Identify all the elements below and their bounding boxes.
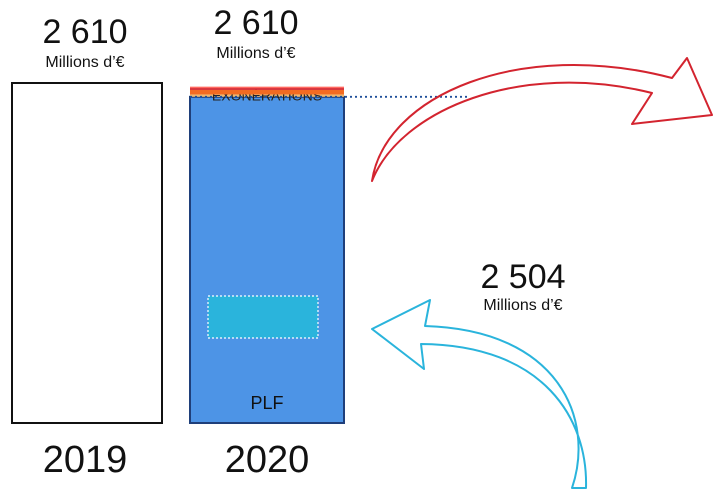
total-unit-2019: Millions d’€ <box>45 54 124 71</box>
bar-segment-2019-0 <box>11 82 163 424</box>
reference-value: 2 504 <box>480 258 565 296</box>
reference-unit: Millions d’€ <box>483 297 562 314</box>
year-label-2019: 2019 <box>43 439 128 481</box>
inner-highlight-box <box>207 295 319 339</box>
bar-segment-2020-2 <box>190 89 344 95</box>
bar-segment-2020-1 <box>190 94 344 97</box>
bar-segment-2020-3 <box>190 88 344 90</box>
bar-segment-2020-0 <box>189 95 345 424</box>
outgoing-arrow <box>371 57 713 182</box>
total-unit-2020: Millions d’€ <box>216 45 295 62</box>
incoming-arrow <box>371 299 588 489</box>
total-value-2020: 2 610 <box>213 4 298 42</box>
year-label-2020: 2020 <box>225 439 310 481</box>
bar-segment-label-2020-0: PLF <box>250 393 283 413</box>
bar-segment-2020-4 <box>190 86 344 89</box>
total-value-2019: 2 610 <box>42 13 127 51</box>
